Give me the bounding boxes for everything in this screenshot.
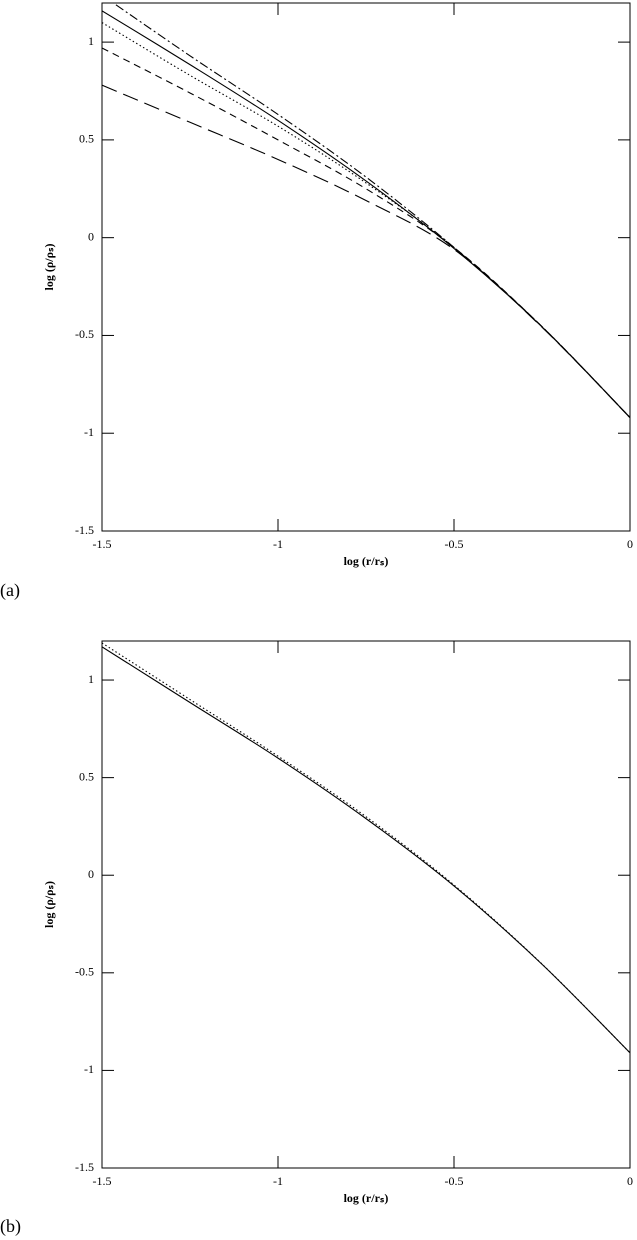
x-tick-label: 0 xyxy=(627,1174,633,1188)
x-tick-label: -1.5 xyxy=(93,1174,112,1188)
y-tick-label: 1 xyxy=(88,672,94,686)
y-axis-label: log (ρ/ρₛ) xyxy=(42,244,56,291)
x-tick-label: -1 xyxy=(273,537,283,551)
y-axis-label: log (ρ/ρₛ) xyxy=(42,881,56,928)
series-line xyxy=(102,84,630,418)
plot-frame xyxy=(101,640,631,1169)
y-tick-label: 0 xyxy=(88,867,94,881)
y-tick-label: -1 xyxy=(84,1062,94,1076)
y-tick-label: 0.5 xyxy=(79,132,94,146)
x-axis-label: log (r/rₛ) xyxy=(344,1191,389,1205)
series-line xyxy=(102,47,630,418)
series-line xyxy=(102,10,630,418)
y-tick-label: -0.5 xyxy=(75,965,94,979)
series-line xyxy=(102,642,630,1054)
x-tick-label: -0.5 xyxy=(445,537,464,551)
x-axis-label: log (r/rₛ) xyxy=(344,554,389,568)
x-tick-label: -1 xyxy=(273,1174,283,1188)
panel-label: (a) xyxy=(0,580,20,601)
series-line xyxy=(102,22,630,418)
y-tick-label: 0 xyxy=(88,229,94,243)
y-tick-label: 1 xyxy=(88,34,94,48)
x-tick-label: -1.5 xyxy=(93,537,112,551)
x-tick-label: 0 xyxy=(627,537,633,551)
series-line xyxy=(102,646,630,1054)
series-line xyxy=(112,3,630,418)
y-tick-label: 0.5 xyxy=(79,769,94,783)
y-tick-label: -1.5 xyxy=(75,523,94,537)
y-tick-label: -1.5 xyxy=(75,1160,94,1174)
x-tick-label: -0.5 xyxy=(445,1174,464,1188)
y-tick-label: -0.5 xyxy=(75,327,94,341)
y-tick-label: -1 xyxy=(84,425,94,439)
panel-label: (b) xyxy=(0,1216,21,1237)
plot-frame xyxy=(101,2,631,532)
